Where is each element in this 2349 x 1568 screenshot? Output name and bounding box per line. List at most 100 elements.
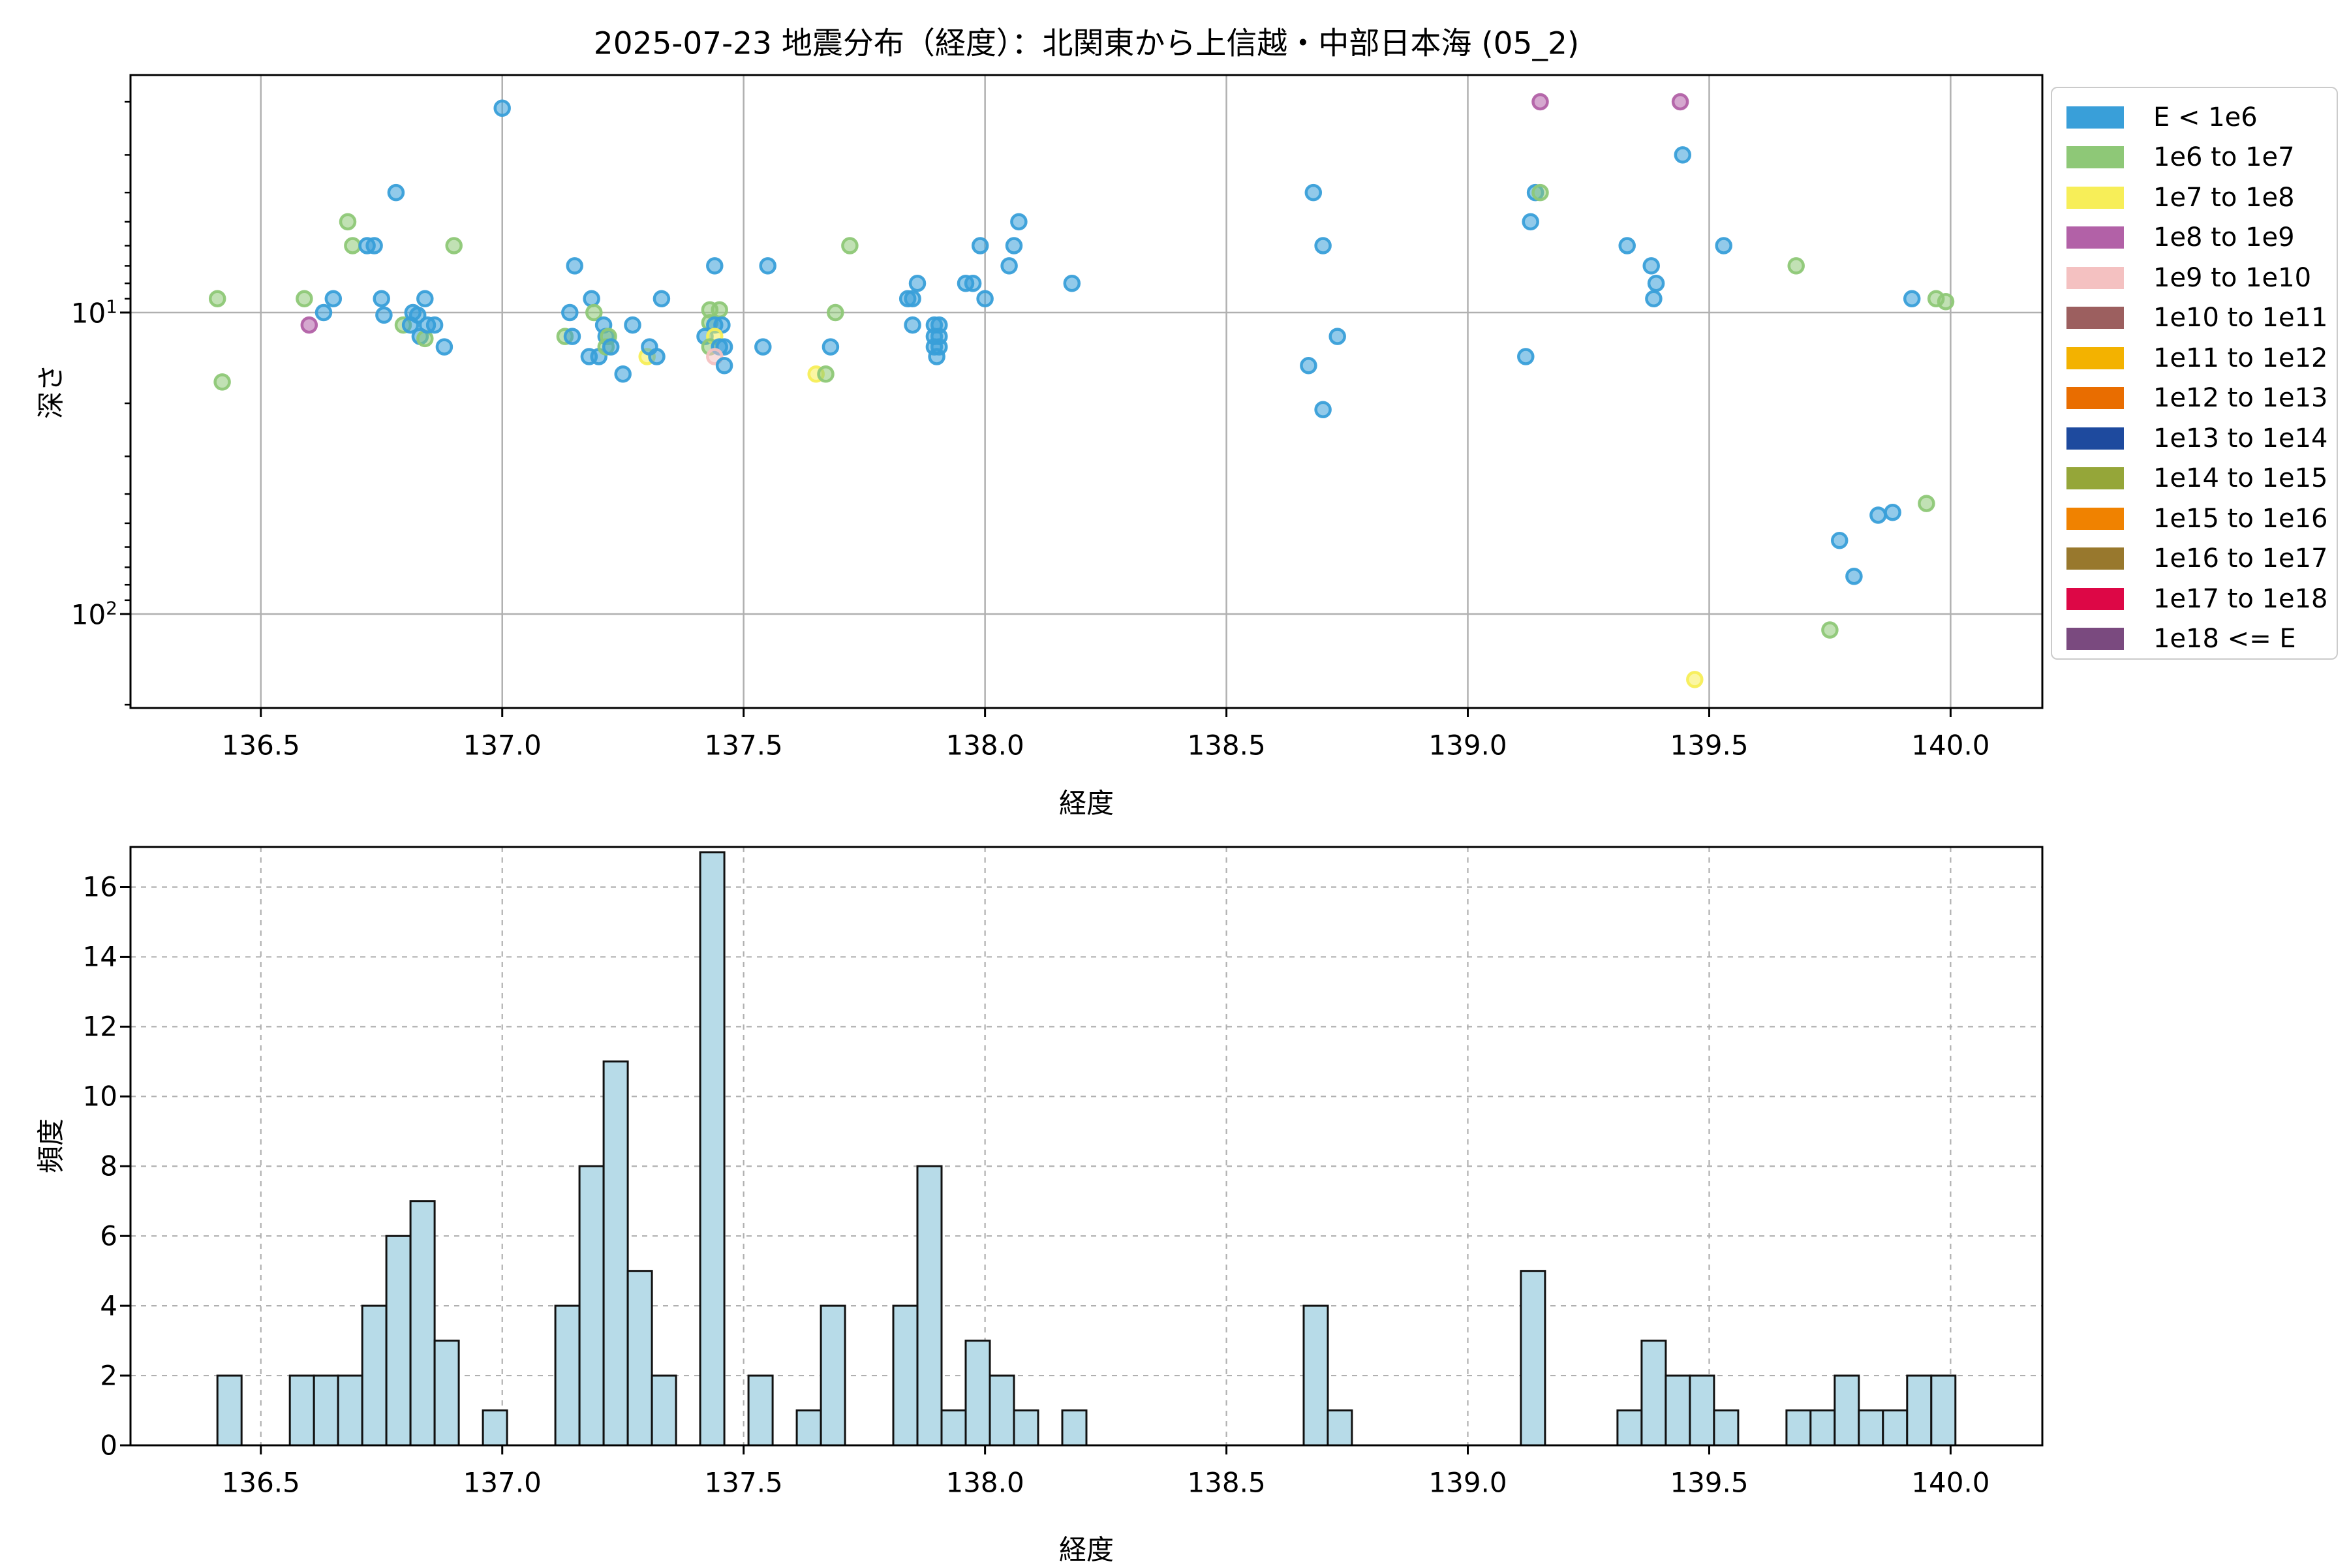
earthquake-point [213, 373, 231, 391]
earthquake-point [425, 316, 444, 334]
legend-swatch-icon [2066, 226, 2124, 249]
legend-label: E < 1e6 [2153, 102, 2258, 132]
earthquake-point [1517, 348, 1535, 365]
earthquake-point [1884, 503, 1901, 521]
histogram-bars [216, 851, 1957, 1447]
histogram-bar [1906, 1374, 1933, 1447]
legend-label: 1e16 to 1e17 [2153, 544, 2328, 574]
histogram-bar [820, 1304, 846, 1447]
earthquake-point [964, 274, 982, 292]
legend-item: 1e17 to 1e18 [2052, 579, 2337, 619]
legend-item: 1e13 to 1e14 [2052, 418, 2337, 459]
histogram-bar [361, 1304, 388, 1447]
earthquake-point [1830, 531, 1849, 549]
earthquake-point [1642, 257, 1660, 275]
earthquake-point [435, 338, 453, 356]
legend-swatch-icon [2066, 307, 2124, 330]
earthquake-point [1314, 237, 1332, 254]
earthquake-point [583, 290, 600, 308]
earthquake-point [585, 303, 603, 322]
earthquake-point [908, 274, 927, 292]
histogram-bar [433, 1340, 460, 1447]
legend-item: 1e12 to 1e13 [2052, 378, 2337, 419]
histogram-axes [120, 846, 2044, 1454]
earthquake-point [561, 303, 579, 322]
earthquake-point [821, 338, 840, 356]
histogram-bar [747, 1374, 774, 1447]
histogram-bar [1858, 1409, 1884, 1447]
histogram-bar [651, 1374, 677, 1447]
legend-label: 1e18 <= E [2153, 624, 2296, 654]
legend-item: 1e16 to 1e17 [2052, 539, 2337, 579]
scatter-grid [130, 75, 2042, 708]
earthquake-point [1328, 328, 1346, 345]
earthquake-point [445, 237, 463, 254]
legend-item: 1e18 <= E [2052, 619, 2337, 660]
earthquake-point [711, 301, 728, 319]
earthquake-point [1531, 93, 1549, 111]
histogram-bar [1713, 1409, 1740, 1447]
earthquake-point [300, 316, 318, 334]
histogram-bar [964, 1340, 991, 1447]
earthquake-point [208, 290, 226, 308]
earthquake-point [827, 303, 844, 322]
histogram-bar [1665, 1374, 1691, 1447]
earthquake-point [493, 99, 511, 117]
earthquake-point [715, 357, 733, 375]
earthquake-point [1686, 671, 1704, 688]
legend-label: 1e13 to 1e14 [2153, 423, 2328, 453]
legend-swatch-icon [2066, 186, 2124, 209]
legend-item: E < 1e6 [2052, 97, 2337, 138]
earthquake-point [563, 328, 581, 345]
legend-label: 1e7 to 1e8 [2153, 182, 2295, 213]
legend-label: 1e12 to 1e13 [2153, 383, 2328, 414]
legend-item: 1e14 to 1e15 [2052, 459, 2337, 499]
earthquake-point [416, 330, 434, 348]
earthquake-point [614, 365, 632, 383]
histogram-bar [482, 1409, 508, 1447]
earthquake-point [1618, 237, 1636, 254]
legend-label: 1e17 to 1e18 [2153, 583, 2328, 614]
histogram-bar [313, 1374, 339, 1447]
earthquake-point [759, 257, 776, 275]
legend-label: 1e11 to 1e12 [2153, 343, 2328, 373]
earthquake-point [1063, 274, 1081, 292]
earthquake-point [904, 316, 921, 334]
histogram-bar [1013, 1409, 1039, 1447]
legend-label: 1e8 to 1e9 [2153, 223, 2295, 253]
legend-swatch-icon [2066, 387, 2124, 410]
earthquake-point [373, 290, 390, 308]
legend-item: 1e11 to 1e12 [2052, 338, 2337, 378]
legend-label: 1e15 to 1e16 [2153, 503, 2328, 534]
histogram-bar [892, 1304, 919, 1447]
earthquake-point [1937, 292, 1955, 311]
legend-swatch-icon [2066, 547, 2124, 570]
legend-item: 1e10 to 1e11 [2052, 298, 2337, 339]
histogram-bar [1061, 1409, 1088, 1447]
scatter-points [208, 93, 1955, 688]
histogram-bar [1327, 1409, 1353, 1447]
histogram-bar [940, 1409, 967, 1447]
earthquake-point [1005, 237, 1023, 254]
earthquake-point [1821, 621, 1839, 639]
legend-label: 1e6 to 1e7 [2153, 142, 2295, 173]
earthquake-point [1671, 93, 1689, 111]
histogram-bar [1834, 1374, 1860, 1447]
earthquake-point [566, 257, 583, 275]
histogram-bar [288, 1374, 315, 1447]
histogram-bar [602, 1060, 629, 1447]
legend-swatch-icon [2066, 146, 2124, 169]
earthquake-point [648, 348, 666, 365]
histogram-bar [1520, 1270, 1546, 1447]
histogram-bar [989, 1374, 1015, 1447]
legend-item: 1e8 to 1e9 [2052, 218, 2337, 258]
histogram-bar [337, 1374, 363, 1447]
earthquake-point [1010, 213, 1028, 231]
histogram-bar [916, 1165, 943, 1447]
earthquake-point [1304, 183, 1323, 202]
legend-swatch-icon [2066, 587, 2124, 610]
earthquake-point [1314, 401, 1332, 419]
earthquake-point [1645, 290, 1663, 308]
